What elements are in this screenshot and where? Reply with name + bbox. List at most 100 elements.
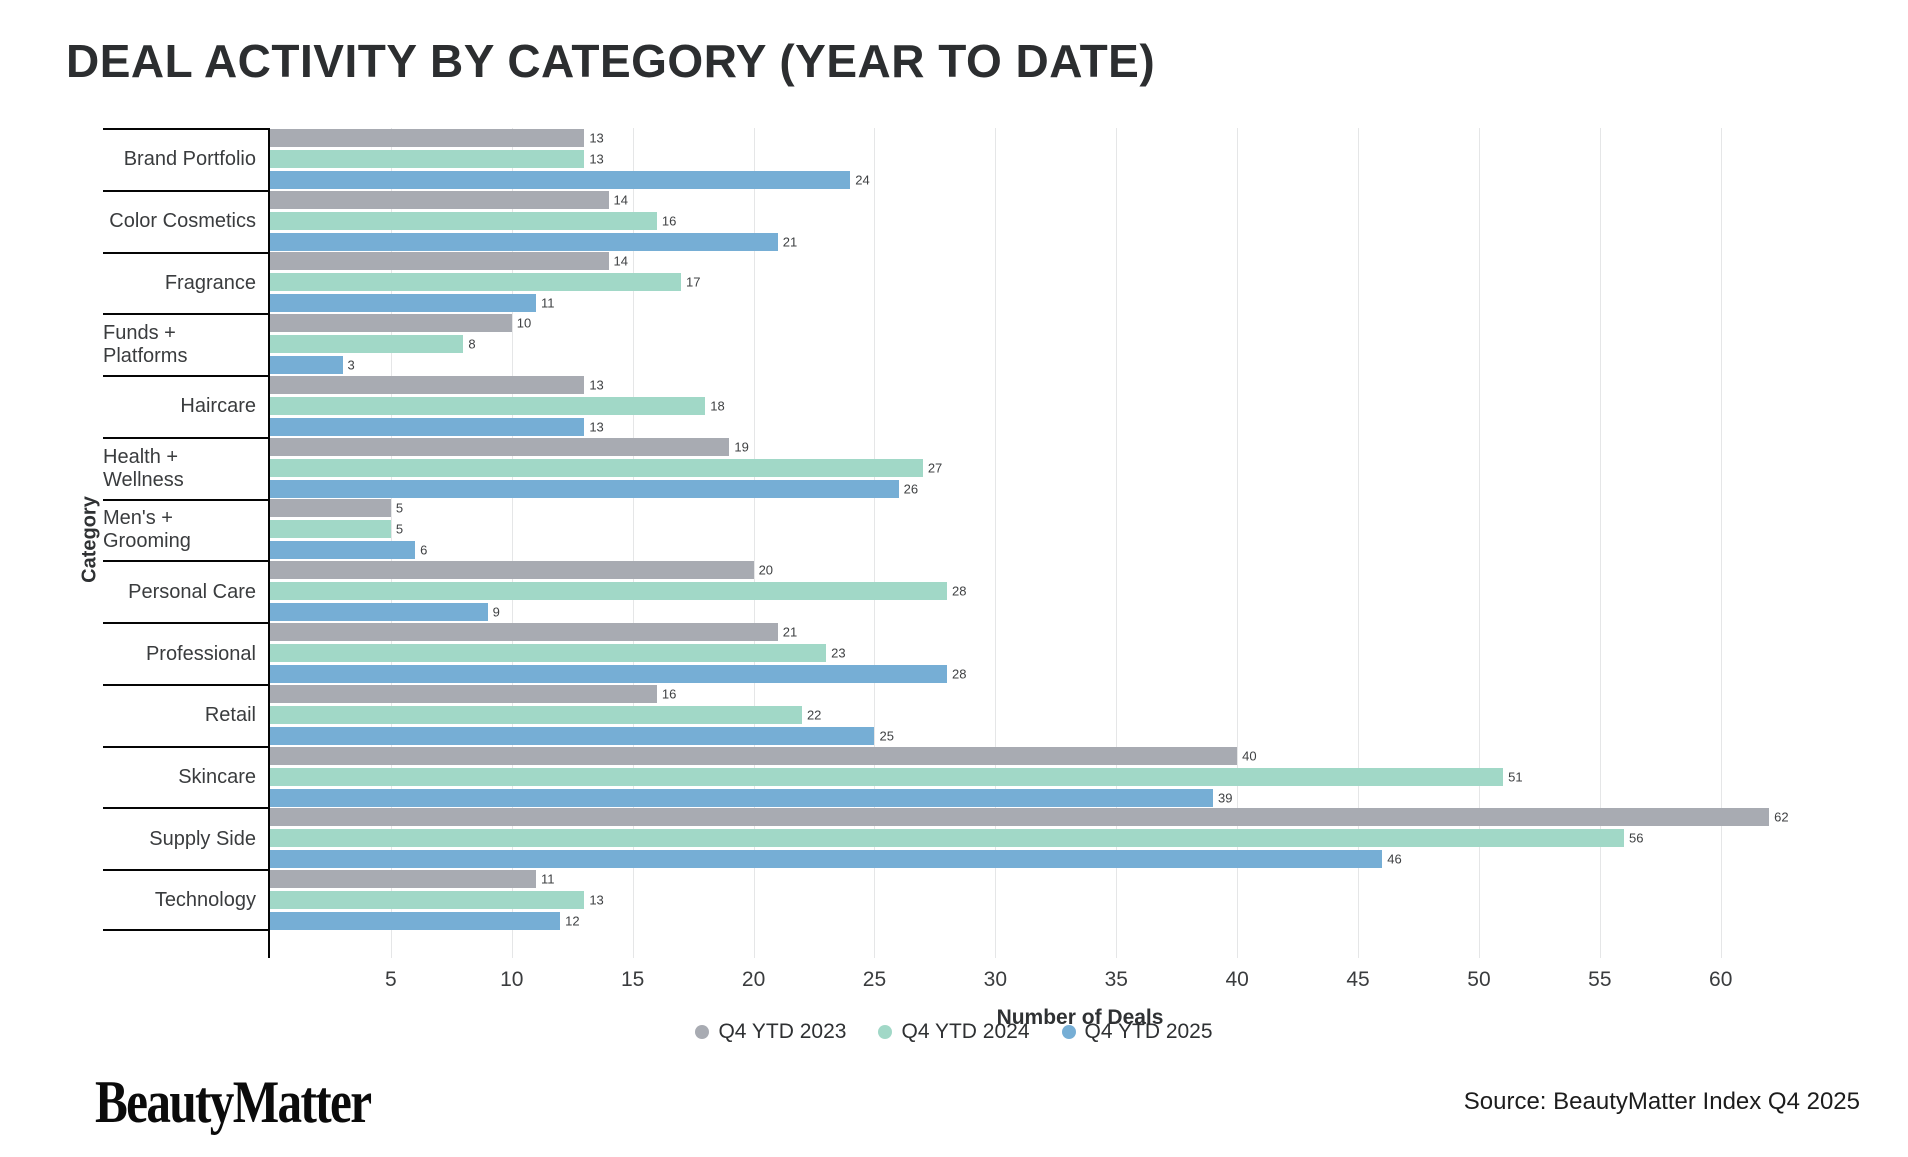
bar-value-label: 51: [1508, 769, 1523, 785]
gridline: [753, 128, 755, 958]
bar-track: 18: [270, 396, 1890, 415]
category-row: Color Cosmetics 14 16 21: [103, 189, 1890, 252]
bar-q4-ytd-2024: 18: [270, 396, 725, 415]
category-bars: 21 23 28: [268, 622, 1890, 684]
bar-value-label: 13: [589, 377, 604, 393]
category-bars: 14 16 21: [268, 190, 1890, 252]
bar-q4-ytd-2024: 17: [270, 273, 701, 292]
bar-track: 46: [270, 850, 1890, 869]
category-row: Technology 11 13 12: [103, 869, 1890, 931]
category-bars: 40 51 39: [268, 746, 1890, 808]
x-tick-label: 25: [862, 968, 887, 991]
bar-value-label: 13: [589, 892, 604, 908]
bar-q4-ytd-2024: 28: [270, 582, 966, 601]
legend-label: Q4 YTD 2025: [1084, 1020, 1213, 1043]
bar-track: 13: [270, 128, 1890, 147]
bar-q4-ytd-2024: 13: [270, 891, 604, 910]
gridline: [1599, 128, 1601, 958]
bar-q4-ytd-2024: 8: [270, 335, 476, 354]
bar-value-label: 10: [516, 315, 532, 331]
bar-value-label: 13: [589, 130, 604, 146]
category-row: Health + Wellness 19 27 26: [103, 436, 1890, 499]
bar-value-label: 6: [420, 542, 428, 558]
bar-value-label: 17: [686, 274, 701, 290]
category-bars: 5 5 6: [268, 499, 1890, 561]
x-tick-label: 30: [983, 968, 1008, 991]
gridline: [995, 128, 997, 958]
bar-track: 62: [270, 808, 1890, 827]
bar-q4-ytd-2023: 10: [270, 314, 531, 333]
category-bars: 14 17 11: [268, 252, 1890, 314]
bar-q4-ytd-2024: 13: [270, 149, 604, 168]
bar-q4-ytd-2023: 13: [270, 375, 604, 394]
legend-item-q4-ytd-2023: Q4 YTD 2023: [695, 1020, 846, 1044]
bar-value-label: 28: [952, 666, 967, 682]
category-label: Retail: [103, 683, 268, 746]
bar-q4-ytd-2023: 14: [270, 190, 628, 209]
category-bars: 10 8 3: [268, 313, 1890, 375]
chart-title: DEAL ACTIVITY BY CATEGORY (YEAR TO DATE): [66, 35, 1156, 87]
bar-track: 40: [270, 746, 1890, 765]
bar-q4-ytd-2024: 51: [270, 767, 1523, 786]
bar-value-label: 16: [661, 686, 677, 702]
bar-value-label: 28: [952, 583, 967, 599]
bar-track: 13: [270, 375, 1890, 394]
bar-value-label: 23: [831, 645, 846, 661]
bar-track: 24: [270, 170, 1890, 189]
bar-value-label: 14: [613, 253, 628, 269]
category-bars: 19 27 26: [268, 437, 1890, 499]
legend-color-dot: [695, 1025, 710, 1039]
bar-value-label: 24: [855, 172, 870, 188]
x-tick-label: 50: [1467, 968, 1491, 991]
bar-q4-ytd-2025: 28: [270, 665, 966, 683]
bar-q4-ytd-2025: 46: [270, 850, 1402, 869]
gridline: [1720, 128, 1722, 958]
bar-q4-ytd-2025: 39: [270, 788, 1232, 807]
category-label: Supply Side: [103, 807, 268, 869]
bar-track: 3: [270, 356, 1890, 375]
category-row: Men's + Grooming 5 5 6: [103, 498, 1890, 561]
bar-track: 22: [270, 705, 1890, 724]
bar-chart: Brand Portfolio 13 13 24 Color Cosmetics 14 16…: [103, 128, 1890, 1058]
category-row: Supply Side 62 56 46: [103, 807, 1890, 869]
bar-track: 11: [270, 870, 1890, 889]
x-tick-label: 20: [741, 968, 766, 991]
bar-q4-ytd-2024: 5: [270, 520, 403, 539]
bar-track: 10: [270, 314, 1890, 333]
y-axis-line: [268, 128, 270, 958]
gridline: [1116, 128, 1118, 958]
bar-value-label: 8: [468, 336, 476, 352]
bar-q4-ytd-2023: 11: [270, 870, 554, 889]
gridline: [1237, 128, 1239, 958]
x-tick-label: 35: [1104, 968, 1128, 991]
bar-q4-ytd-2023: 5: [270, 499, 403, 518]
legend-item-q4-ytd-2025: Q4 YTD 2025: [1061, 1020, 1213, 1044]
bar-q4-ytd-2025: 21: [270, 232, 797, 251]
bar-q4-ytd-2024: 56: [270, 829, 1643, 848]
category-row: Skincare 40 51 39: [103, 745, 1890, 808]
bar-track: 16: [270, 684, 1890, 703]
bar-value-label: 62: [1774, 809, 1789, 825]
bar-q4-ytd-2023: 14: [270, 252, 628, 271]
bar-value-label: 27: [927, 460, 943, 476]
gridline: [511, 128, 513, 958]
bar-q4-ytd-2025: 3: [270, 356, 355, 375]
bar-q4-ytd-2023: 16: [270, 684, 676, 703]
bar-q4-ytd-2025: 26: [270, 479, 918, 498]
chart-rows: Brand Portfolio 13 13 24 Color Cosmetics 14 16…: [103, 128, 1890, 931]
legend-label: Q4 YTD 2024: [901, 1020, 1030, 1043]
bar-track: 21: [270, 232, 1890, 251]
y-axis-title: Category: [78, 496, 101, 583]
x-tick-label: 15: [620, 968, 645, 991]
bar-value-label: 13: [589, 419, 604, 435]
legend-item-q4-ytd-2024: Q4 YTD 2024: [878, 1020, 1030, 1044]
category-row: Haircare 13 18 13: [103, 375, 1890, 437]
category-label: Personal Care: [103, 560, 268, 622]
bar-value-label: 5: [395, 500, 404, 516]
bar-q4-ytd-2025: 13: [270, 417, 604, 436]
gridline: [874, 128, 876, 958]
bar-q4-ytd-2025: 24: [270, 170, 870, 189]
bar-track: 9: [270, 603, 1890, 622]
category-bars: 13 13 24: [268, 128, 1890, 190]
bar-track: 14: [270, 190, 1890, 209]
